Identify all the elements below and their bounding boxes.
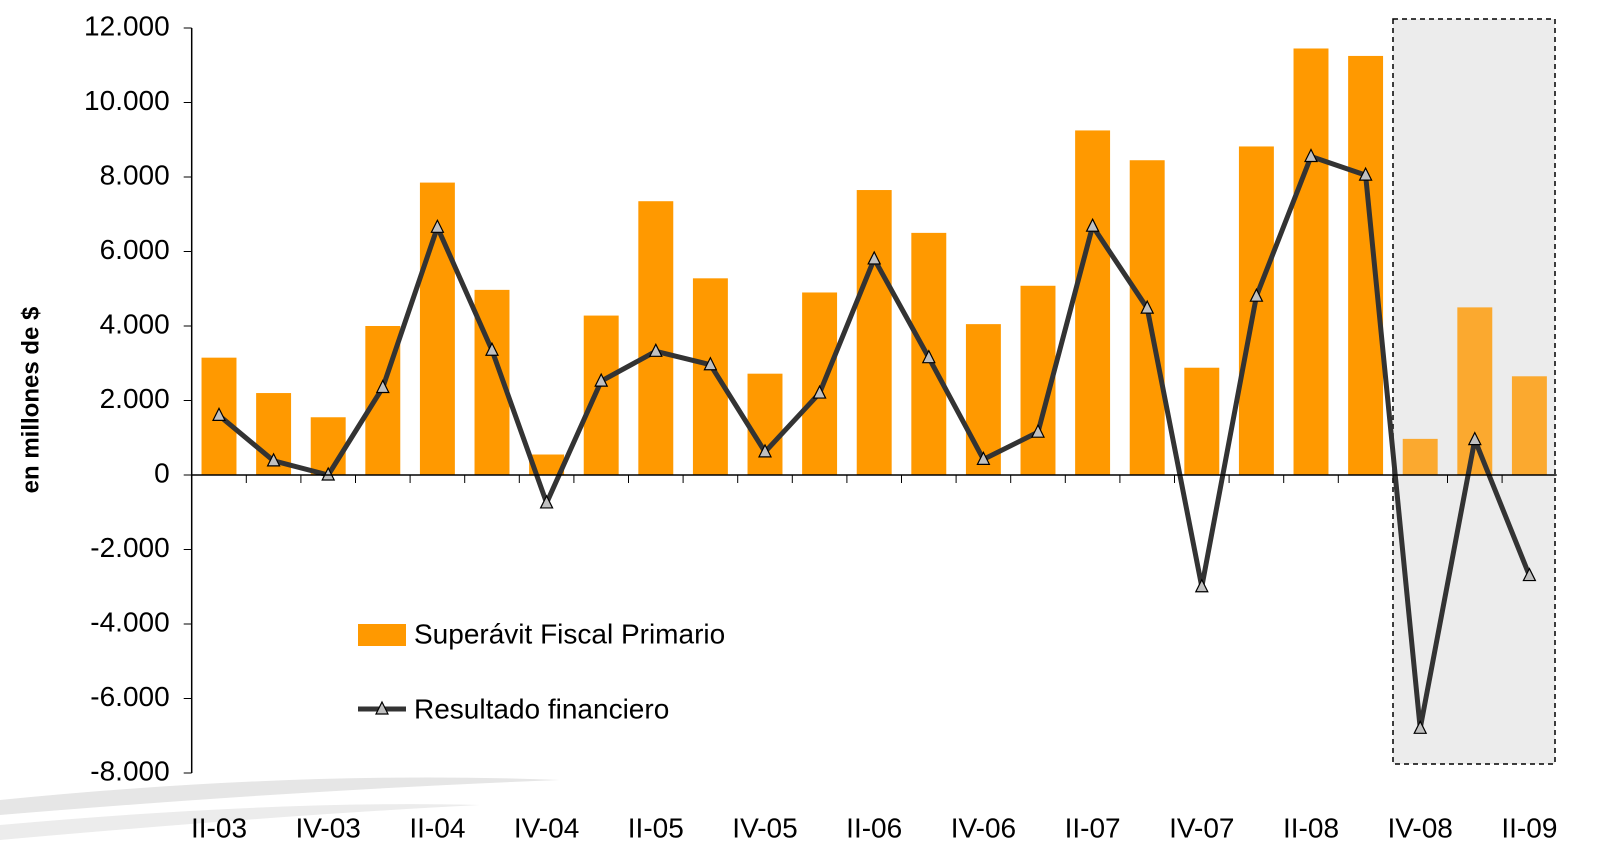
x-tick-label: II-04: [409, 812, 465, 843]
y-tick-label: -2.000: [90, 532, 169, 563]
line-marker: [976, 451, 991, 465]
x-tick-label: II-06: [846, 812, 902, 843]
x-tick-label: IV-08: [1388, 812, 1453, 843]
decoration: [0, 804, 480, 840]
bar: [638, 201, 674, 475]
bar: [583, 315, 619, 475]
line-marker: [648, 342, 663, 357]
line-marker: [485, 341, 499, 356]
line-marker: [758, 443, 772, 458]
bar: [802, 292, 838, 475]
bar: [1075, 130, 1111, 475]
line-marker: [266, 452, 281, 467]
y-tick-label: -4.000: [90, 606, 169, 637]
x-tick-label: IV-04: [514, 812, 579, 843]
line-marker: [1194, 578, 1209, 593]
bar: [1402, 438, 1438, 475]
line-marker: [1249, 287, 1264, 302]
line-marker: [1304, 148, 1318, 163]
line-marker: [1085, 217, 1100, 232]
y-tick-label: 10.000: [84, 85, 170, 116]
line-marker: [1413, 719, 1428, 734]
bar: [310, 417, 346, 475]
line-marker: [867, 250, 882, 265]
x-tick-label: II-08: [1283, 812, 1339, 843]
line-marker: [1467, 431, 1482, 446]
bar: [1348, 55, 1384, 475]
legend-label: Resultado financiero: [414, 693, 669, 724]
x-tick-label: II-03: [191, 812, 247, 843]
y-axis-label: en millones de $: [17, 306, 44, 493]
line-marker: [812, 384, 827, 399]
line-marker: [1358, 166, 1373, 181]
x-tick-label: IV-07: [1169, 812, 1234, 843]
y-tick-label: 6.000: [100, 234, 170, 265]
x-tick-label: II-07: [1065, 812, 1121, 843]
line-marker: [539, 494, 554, 509]
bar: [1293, 48, 1329, 476]
y-tick-label: -8.000: [90, 755, 169, 786]
y-tick-label: 4.000: [100, 308, 170, 339]
bar: [747, 373, 783, 475]
line-marker: [430, 218, 445, 233]
decoration: [0, 777, 560, 815]
y-tick-label: 2.000: [100, 383, 170, 414]
legend-marker: [375, 700, 389, 715]
line-marker: [1140, 299, 1155, 314]
y-tick-label: 8.000: [100, 159, 170, 190]
line-marker: [212, 407, 226, 421]
bar: [1184, 367, 1220, 475]
legend-label: Superávit Fiscal Primario: [414, 618, 725, 649]
x-tick-label: IV-05: [732, 812, 797, 843]
line-marker: [594, 372, 609, 387]
x-tick-label: II-09: [1501, 812, 1557, 843]
line-marker: [375, 379, 390, 394]
y-tick-label: 0: [154, 457, 170, 488]
bar: [1511, 376, 1547, 475]
bar: [529, 454, 565, 475]
y-tick-label: 12.000: [84, 10, 170, 41]
x-tick-label: IV-06: [951, 812, 1016, 843]
line-marker: [1522, 567, 1537, 582]
bar: [692, 278, 728, 475]
y-tick-label: -6.000: [90, 681, 169, 712]
bar: [856, 190, 892, 475]
line-marker: [321, 466, 336, 481]
bar: [965, 324, 1001, 475]
x-tick-label: II-05: [628, 812, 684, 843]
legend-swatch: [358, 624, 406, 646]
line-marker: [921, 349, 936, 364]
x-tick-label: IV-03: [296, 812, 361, 843]
line-marker: [703, 356, 718, 371]
line-marker: [1031, 423, 1045, 438]
bar: [1238, 146, 1274, 475]
